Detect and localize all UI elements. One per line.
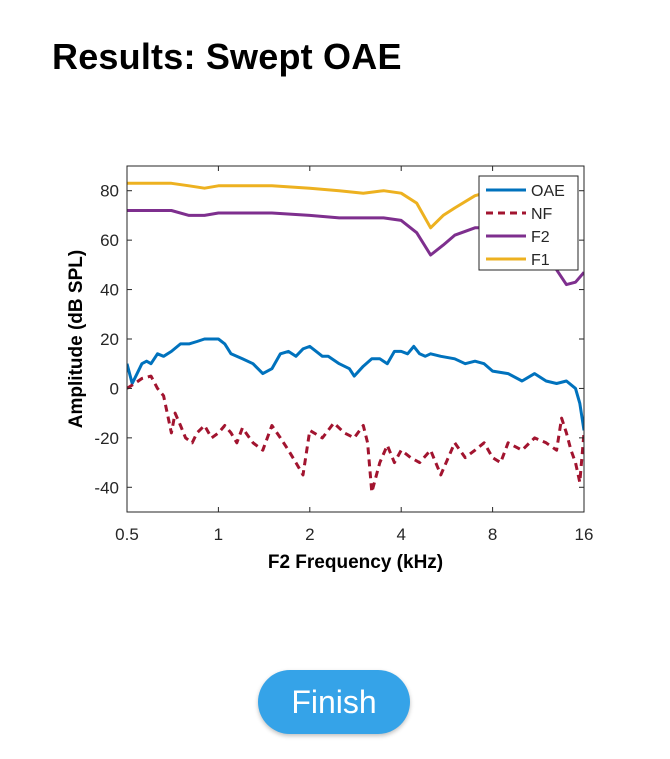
y-tick-label: 40	[100, 281, 119, 300]
y-tick-label: 20	[100, 330, 119, 349]
x-tick-label: 2	[305, 525, 314, 544]
oae-chart: 0.5 1 2 4 8 16 -40 -20 0 20 40 60 80 F2 Frequency (kH…	[66, 165, 594, 573]
legend-box	[478, 175, 579, 271]
legend-label-oae: OAE	[531, 183, 565, 200]
series-line-f1	[127, 181, 485, 230]
series-line-oae	[127, 337, 584, 431]
y-tick-label: -20	[94, 429, 119, 448]
y-tick-label: -40	[94, 478, 119, 497]
legend-label-nf: NF	[531, 206, 553, 223]
legend-label-f1: F1	[531, 252, 550, 269]
finish-button[interactable]: Finish	[258, 670, 410, 734]
y-tick-label: 80	[100, 182, 119, 201]
page-title: Results: Swept OAE	[52, 36, 402, 77]
y-tick-label: 0	[110, 379, 119, 398]
x-tick-label: 8	[488, 525, 497, 544]
x-tick-label: 0.5	[115, 525, 139, 544]
x-tick-label: 4	[396, 525, 405, 544]
x-axis-label: F2 Frequency (kHz)	[268, 552, 443, 573]
y-tick-label: 60	[100, 231, 119, 250]
legend-label-f2: F2	[531, 229, 550, 246]
y-axis-label: Amplitude (dB SPL)	[66, 250, 87, 428]
x-tick-label: 16	[575, 525, 594, 544]
x-tick-label: 1	[214, 525, 223, 544]
